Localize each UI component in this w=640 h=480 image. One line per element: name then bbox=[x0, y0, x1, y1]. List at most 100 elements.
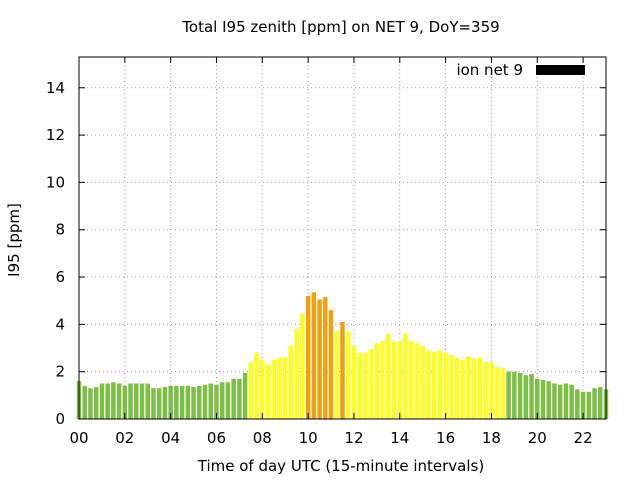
bar bbox=[546, 381, 551, 419]
bar bbox=[512, 371, 517, 419]
bar bbox=[598, 387, 603, 419]
x-tick-label: 10 bbox=[299, 429, 318, 447]
bar bbox=[563, 383, 569, 419]
x-tick-label: 12 bbox=[344, 429, 363, 447]
x-tick-label: 22 bbox=[574, 429, 593, 447]
bar bbox=[185, 385, 191, 419]
bar bbox=[116, 383, 122, 419]
bar bbox=[592, 388, 597, 419]
bar bbox=[529, 374, 534, 419]
chart-title: Total I95 zenith [ppm] on NET 9, DoY=359 bbox=[181, 18, 499, 36]
bar bbox=[557, 384, 563, 419]
bar bbox=[105, 383, 110, 419]
bar bbox=[437, 350, 443, 419]
y-tick-label: 4 bbox=[55, 315, 65, 333]
bar bbox=[397, 340, 403, 419]
bar bbox=[156, 388, 162, 419]
bar bbox=[82, 385, 87, 419]
legend-swatch bbox=[536, 65, 585, 75]
bar bbox=[334, 331, 340, 419]
x-tick-label: 16 bbox=[436, 429, 455, 447]
bar bbox=[391, 342, 397, 419]
x-axis-label: Time of day UTC (15-minute intervals) bbox=[197, 457, 484, 475]
bar bbox=[208, 383, 213, 419]
bar bbox=[517, 372, 523, 419]
bar bbox=[363, 352, 368, 419]
bar bbox=[191, 387, 196, 419]
plot-frame bbox=[78, 56, 607, 420]
x-tick-label: 18 bbox=[482, 429, 501, 447]
bar bbox=[214, 384, 219, 419]
bar bbox=[426, 350, 431, 419]
bar bbox=[282, 357, 288, 419]
y-axis-label: I95 [ppm] bbox=[5, 203, 23, 277]
bar bbox=[288, 345, 294, 419]
legend-label: ion net 9 bbox=[456, 61, 523, 79]
x-tick-label: 02 bbox=[115, 429, 134, 447]
bar bbox=[351, 345, 357, 419]
bar bbox=[466, 356, 471, 419]
y-tick-label: 6 bbox=[55, 268, 65, 286]
bar bbox=[552, 383, 557, 419]
bar bbox=[323, 297, 328, 419]
bar bbox=[260, 359, 265, 419]
bar bbox=[197, 385, 202, 419]
y-tick-label: 2 bbox=[55, 363, 65, 381]
bar bbox=[202, 384, 208, 419]
bar bbox=[231, 378, 236, 419]
x-tick-label: 00 bbox=[69, 429, 88, 447]
bars bbox=[76, 292, 609, 419]
bar bbox=[449, 355, 454, 419]
bar bbox=[237, 378, 242, 419]
bar bbox=[88, 388, 93, 419]
bar bbox=[586, 391, 592, 419]
bar bbox=[340, 321, 345, 419]
bar bbox=[380, 340, 385, 419]
bar bbox=[483, 362, 488, 419]
bar bbox=[420, 345, 425, 419]
bar bbox=[317, 299, 322, 419]
bar bbox=[145, 383, 150, 419]
x-tick-label: 06 bbox=[207, 429, 226, 447]
bar bbox=[179, 385, 185, 419]
bar bbox=[569, 384, 574, 419]
bar bbox=[472, 358, 477, 419]
bar bbox=[254, 352, 259, 419]
bar bbox=[168, 385, 173, 419]
bar bbox=[454, 357, 460, 419]
y-tick-label: 0 bbox=[55, 410, 65, 428]
bar bbox=[305, 295, 311, 419]
y-tick-label: 12 bbox=[46, 126, 65, 144]
bar bbox=[242, 372, 248, 419]
bar bbox=[431, 351, 437, 419]
bar bbox=[265, 364, 271, 419]
bar bbox=[271, 359, 276, 419]
x-tick-label: 14 bbox=[390, 429, 409, 447]
bar bbox=[345, 331, 351, 419]
bar bbox=[403, 333, 408, 419]
bar bbox=[540, 379, 546, 419]
bar bbox=[368, 349, 374, 419]
y-tick-label: 14 bbox=[46, 79, 65, 97]
bar bbox=[523, 375, 529, 419]
bar bbox=[575, 389, 580, 419]
bar bbox=[506, 371, 511, 419]
bar bbox=[134, 383, 139, 419]
bar bbox=[225, 382, 231, 419]
bar bbox=[357, 352, 362, 419]
bar bbox=[151, 388, 156, 419]
legend: ion net 9 bbox=[456, 61, 585, 79]
bar bbox=[128, 383, 133, 419]
bar bbox=[300, 313, 305, 419]
bar bbox=[500, 368, 506, 419]
x-tick-label: 20 bbox=[528, 429, 547, 447]
bar bbox=[414, 343, 420, 419]
bar bbox=[374, 343, 380, 419]
bar bbox=[580, 391, 586, 419]
grid bbox=[79, 57, 606, 419]
bar bbox=[477, 357, 483, 419]
bar bbox=[460, 359, 466, 419]
bar bbox=[311, 292, 317, 419]
